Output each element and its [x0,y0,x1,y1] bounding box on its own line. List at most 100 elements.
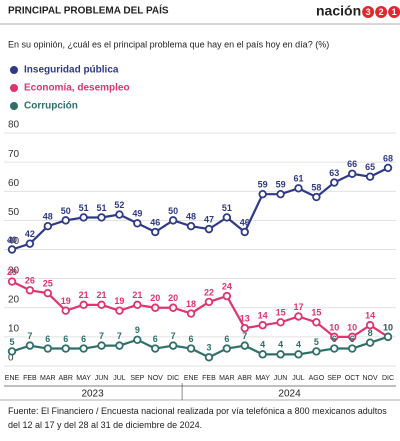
point [240,341,249,350]
brand: nación [316,3,361,19]
x-tick-label: MAR [40,375,56,382]
value-label: 59 [276,180,286,190]
value-label: 48 [186,212,196,222]
value-label: 20 [150,293,160,303]
point [276,318,285,327]
value-label: 3 [206,343,211,353]
value-label: 51 [222,203,232,213]
point [365,321,375,330]
brand-digit: 2 [379,7,384,17]
point [276,350,285,359]
legend-marker [10,84,18,92]
point [383,332,393,342]
point [97,341,106,350]
y-tick-label: 20 [8,294,20,305]
point [43,344,53,353]
value-label: 19 [114,296,124,306]
source-box: Fuente: El Financiero / Encuesta naciona… [8,406,387,430]
x-tick-label: NOV [148,375,164,382]
value-label: 46 [240,217,250,227]
value-label: 6 [224,334,229,344]
value-label: 8 [368,328,373,338]
brand-digit: 1 [392,7,397,17]
point [79,300,88,310]
x-tick-label: JUL [113,375,126,382]
point [115,341,124,350]
point [258,189,267,199]
point [79,213,88,222]
value-label: 15 [311,308,321,318]
x-tick-label: FEB [23,375,37,382]
source: Fuente: El Financiero / Encuesta naciona… [8,406,387,430]
y-tick-label: 30 [8,265,20,276]
value-label: 10 [329,322,339,332]
x-tick-label: JUN [274,375,288,382]
value-label: 10 [383,322,393,332]
value-label: 6 [81,334,86,344]
point [151,344,160,353]
brand-circle [388,6,400,18]
point [312,347,321,356]
value-label: 49 [132,209,142,219]
y-tick-label: 0 [8,353,14,364]
point [115,306,124,315]
x-tick-label: NOV [363,375,379,382]
x-tick-label: JUN [95,375,109,382]
value-label: 50 [168,206,178,216]
x-tick-label: ENE [5,375,20,382]
series-line [11,280,389,338]
value-label: 21 [79,290,89,300]
point [186,344,196,353]
value-label: 29 [7,267,17,277]
point [365,338,375,347]
value-label: 14 [365,311,375,321]
value-label: 7 [99,331,104,341]
x-tick-label: DIC [167,375,179,382]
value-label: 52 [114,200,124,210]
value-label: 22 [204,287,214,297]
x-tick-label: DIC [382,375,394,382]
value-label: 19 [61,296,71,306]
value-label: 65 [365,162,375,172]
point [222,213,232,222]
value-label: 21 [132,290,142,300]
point [61,344,70,353]
series-line [11,166,389,251]
point [61,216,70,225]
point [330,344,339,353]
value-label: 14 [258,311,268,321]
x-tick-label: AGO [309,375,325,382]
point [222,291,232,301]
y-tick-label: 80 [8,120,20,131]
point [151,227,160,237]
value-label: 58 [311,182,321,192]
value-label: 4 [278,340,283,350]
value-label: 15 [276,308,286,318]
point [186,221,196,231]
point [25,286,35,295]
point [168,303,178,312]
value-label: 50 [61,206,71,216]
value-label: 21 [97,290,107,300]
point [25,341,35,350]
value-label: 6 [350,334,355,344]
value-label: 10 [347,322,357,332]
value-label: 7 [242,331,247,341]
legend-marker [10,66,18,74]
value-label: 10 [383,322,393,332]
point [365,172,375,181]
point [222,344,232,353]
point [97,300,106,310]
x-tick-label: SEP [327,375,341,382]
y-tick-label: 10 [8,324,20,335]
value-label: 6 [153,334,158,344]
y-tick-label: 60 [8,178,20,189]
brand-circle [375,6,388,18]
value-label: 48 [43,212,53,222]
value-label: 25 [43,279,53,289]
point [240,323,249,333]
y-tick-label: 50 [8,207,20,218]
value-label: 7 [27,331,32,341]
point [61,306,70,315]
